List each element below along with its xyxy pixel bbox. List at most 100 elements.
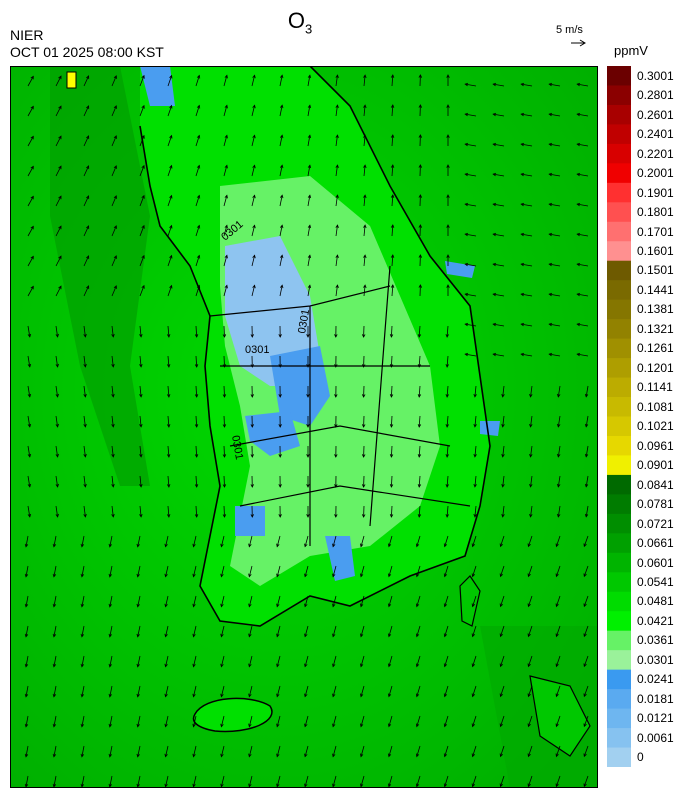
wind-vector bbox=[585, 505, 589, 517]
wind-vector-head bbox=[276, 693, 280, 698]
wind-vector bbox=[391, 164, 394, 177]
wind-vector bbox=[391, 475, 393, 488]
wind-vector bbox=[139, 135, 145, 147]
wind-vector-head bbox=[446, 164, 450, 168]
wind-vector bbox=[583, 655, 589, 667]
wind-vector bbox=[167, 105, 172, 117]
wind-vector bbox=[549, 233, 561, 237]
wind-vector-head bbox=[194, 364, 199, 368]
wind-vector bbox=[251, 255, 255, 267]
wind-vector bbox=[27, 415, 31, 427]
wind-vector-head bbox=[418, 104, 423, 108]
wind-vector-head bbox=[527, 633, 531, 638]
wind-vector-head bbox=[499, 693, 503, 698]
wind-vector bbox=[304, 565, 309, 577]
wind-vector bbox=[391, 224, 394, 237]
wind-vector-head bbox=[252, 254, 256, 259]
wind-vector-head bbox=[334, 484, 338, 488]
wind-vector bbox=[221, 715, 225, 727]
wind-vector-head bbox=[418, 254, 423, 258]
wind-vector bbox=[111, 355, 114, 367]
wind-vector-head bbox=[418, 134, 423, 138]
wind-vector bbox=[583, 745, 589, 757]
wind-vector-head bbox=[557, 393, 561, 398]
wind-vector bbox=[251, 105, 255, 117]
wind-vector-head bbox=[335, 224, 339, 229]
wind-vector-head bbox=[27, 513, 32, 518]
wind-vector-head bbox=[464, 232, 469, 237]
wind-vector-head bbox=[276, 663, 280, 668]
wind-vector bbox=[493, 83, 505, 87]
wind-vector-head bbox=[445, 394, 449, 398]
wind-vector-head bbox=[136, 663, 140, 668]
wind-vector-head bbox=[248, 573, 252, 578]
wind-vector-head bbox=[583, 723, 587, 728]
wind-vector-head bbox=[501, 393, 505, 398]
wind-vector-head bbox=[576, 232, 581, 237]
wind-vector bbox=[363, 285, 366, 297]
legend-label: 0.3001 bbox=[637, 68, 674, 83]
wind-vector bbox=[25, 775, 29, 787]
legend-swatch bbox=[607, 747, 631, 767]
legend-swatch bbox=[607, 591, 631, 612]
wind-vector-head bbox=[52, 543, 57, 548]
wind-vector-head bbox=[307, 134, 312, 139]
wind-vector-head bbox=[499, 783, 503, 788]
wind-vector bbox=[332, 535, 337, 547]
wind-vector-head bbox=[194, 514, 199, 518]
wind-vector bbox=[81, 745, 85, 757]
wind-vector bbox=[81, 715, 85, 727]
wind-vector bbox=[493, 173, 505, 177]
wind-vector-head bbox=[555, 783, 559, 788]
wind-vector-head bbox=[527, 663, 531, 668]
wind-vector bbox=[248, 565, 253, 577]
wind-vector bbox=[528, 595, 533, 607]
wind-vector bbox=[416, 775, 421, 787]
wind-vector bbox=[391, 194, 394, 207]
wind-vector-head bbox=[306, 454, 310, 458]
wind-vector bbox=[307, 195, 311, 207]
wind-vector-head bbox=[389, 514, 394, 518]
wind-vector bbox=[55, 385, 58, 397]
wind-vector bbox=[223, 325, 225, 338]
wind-vector-head bbox=[471, 783, 475, 788]
wind-vector-head bbox=[360, 633, 364, 638]
wind-vector bbox=[279, 255, 283, 267]
wind-vector-head bbox=[279, 254, 284, 259]
wind-vector-head bbox=[139, 514, 143, 518]
wind-vector bbox=[167, 505, 170, 518]
wind-vector bbox=[223, 385, 225, 398]
wind-vector bbox=[27, 196, 34, 207]
wind-vector-head bbox=[492, 112, 497, 117]
wind-vector bbox=[472, 595, 477, 607]
wind-vector-head bbox=[334, 334, 338, 338]
wind-vector-head bbox=[418, 284, 423, 288]
wind-vector-head bbox=[418, 194, 423, 198]
wind-vector bbox=[444, 745, 449, 757]
wind-vector-head bbox=[360, 783, 364, 788]
wind-vector bbox=[139, 75, 145, 87]
wind-vector bbox=[53, 595, 57, 607]
wind-vector-head bbox=[390, 134, 395, 138]
wind-vector-head bbox=[527, 573, 531, 578]
wind-vector-head bbox=[332, 753, 336, 758]
legend-label: 0.1501 bbox=[637, 263, 674, 278]
wind-vector-head bbox=[445, 334, 449, 338]
wind-vector bbox=[137, 715, 141, 727]
wind-vector-head bbox=[583, 663, 587, 668]
wind-vector bbox=[391, 74, 394, 87]
wind-vector-head bbox=[555, 723, 559, 728]
wind-vector bbox=[55, 475, 58, 487]
wind-vector bbox=[446, 445, 449, 458]
wind-vector bbox=[223, 105, 228, 117]
wind-vector-head bbox=[24, 663, 29, 668]
wind-vector bbox=[221, 595, 225, 607]
wind-vector-head bbox=[276, 543, 280, 548]
wind-vector bbox=[27, 136, 34, 147]
wind-vector-head bbox=[224, 104, 228, 109]
wind-vector-head bbox=[250, 394, 254, 398]
legend-label: 0.1701 bbox=[637, 224, 674, 239]
wind-vector-head bbox=[108, 633, 112, 638]
wind-vector-head bbox=[276, 723, 280, 728]
wind-vector-head bbox=[307, 164, 312, 169]
